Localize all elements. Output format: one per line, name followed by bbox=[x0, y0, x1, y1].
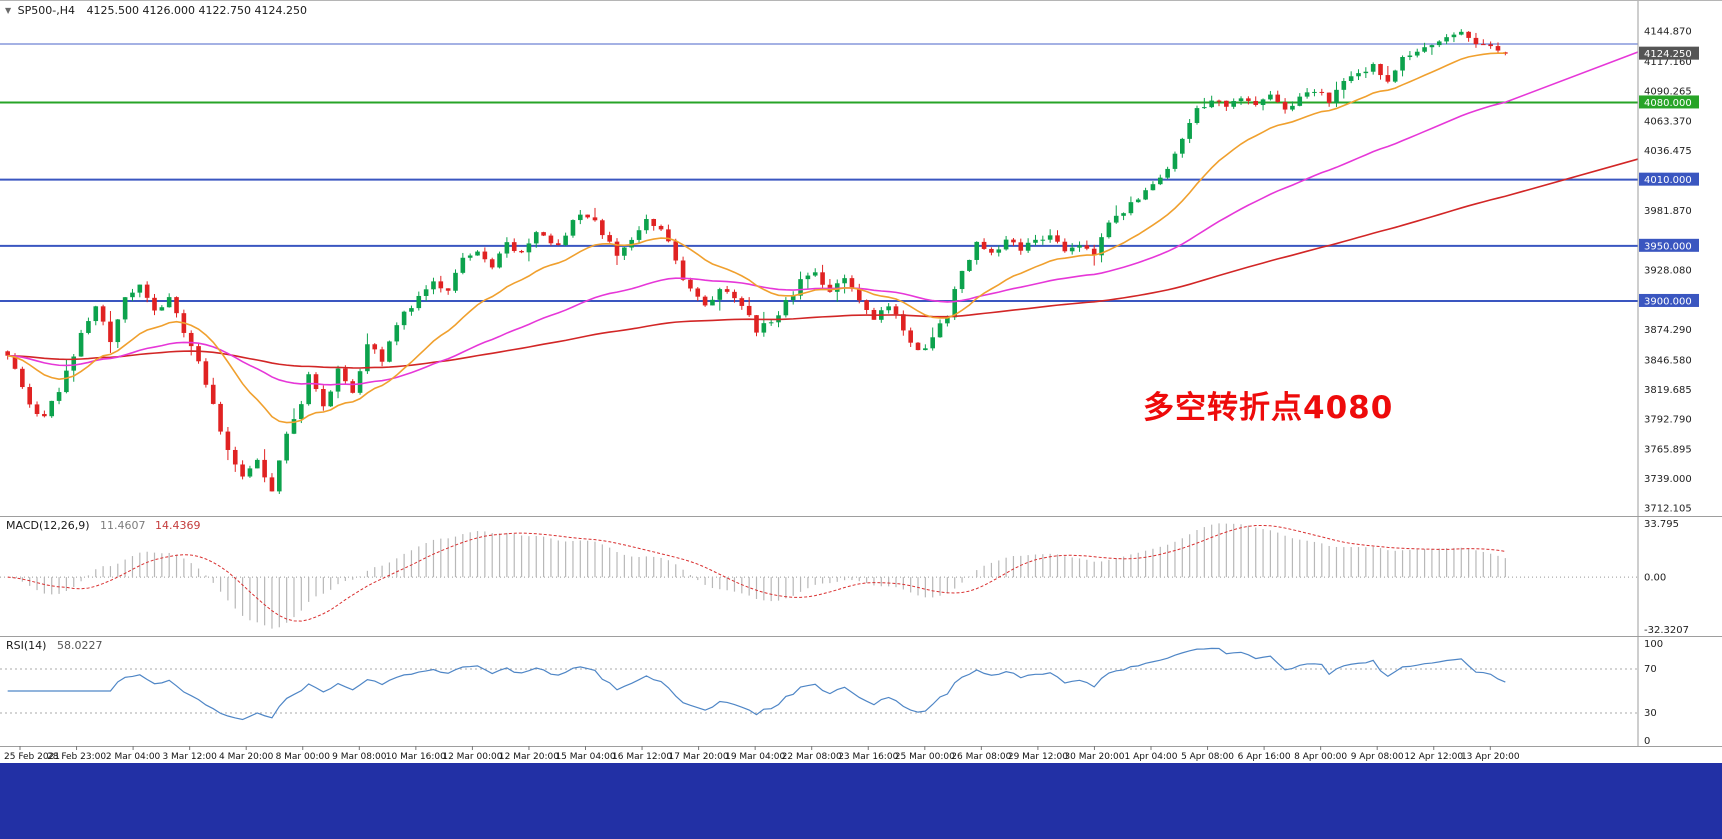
price-axis-label: 3981.870 bbox=[1644, 206, 1692, 217]
macd-signal-value: 14.4369 bbox=[155, 519, 201, 532]
price-axis-label: 4036.475 bbox=[1644, 146, 1692, 157]
time-axis-label: 25 Mar 00:00 bbox=[895, 752, 955, 762]
time-axis-label: 10 Mar 16:00 bbox=[386, 752, 446, 762]
price-axis-label: 3792.790 bbox=[1644, 415, 1692, 426]
chart-canvas[interactable]: 4144.870 4117.160 4090.265 4063.370 4036.475… bbox=[0, 1, 1722, 763]
rsi-name: RSI(14) bbox=[6, 639, 47, 652]
candlestick-series bbox=[5, 29, 1508, 494]
rsi-indicator-label: RSI(14) 58.0227 bbox=[6, 639, 102, 652]
time-axis-label: 8 Apr 00:00 bbox=[1294, 752, 1347, 762]
taskbar bbox=[0, 763, 1722, 839]
macd-scale-label: 33.795 bbox=[1644, 519, 1679, 530]
rsi-scale-label: 70 bbox=[1644, 664, 1657, 675]
price-axis-label: 4117.160 bbox=[1644, 57, 1692, 68]
time-axis-label: 3 Mar 12:00 bbox=[162, 752, 217, 762]
time-axis-label: 9 Apr 08:00 bbox=[1351, 752, 1404, 762]
symbol-marker-icon: ▼ bbox=[5, 6, 12, 15]
macd-signal-line bbox=[7, 524, 1506, 622]
macd-indicator-label: MACD(12,26,9) 11.4607 14.4369 bbox=[6, 519, 201, 532]
price-axis-label: 3765.895 bbox=[1644, 444, 1692, 455]
rsi-value: 58.0227 bbox=[56, 639, 103, 652]
price-badge: 3950.000 bbox=[1644, 241, 1692, 252]
price-badge: 4010.000 bbox=[1644, 175, 1692, 186]
ma-line-fast bbox=[7, 52, 1506, 424]
time-axis-label: 16 Mar 12:00 bbox=[612, 752, 672, 762]
symbol-timeframe-label: SP500-,H4 bbox=[17, 4, 76, 17]
price-axis-label: 4090.265 bbox=[1644, 87, 1692, 98]
price-badge: 4124.250 bbox=[1644, 49, 1692, 60]
time-axis-label: 2 Mar 04:00 bbox=[106, 752, 161, 762]
price-axis-label: 3712.105 bbox=[1644, 504, 1692, 515]
time-axis-label: 15 Mar 04:00 bbox=[555, 752, 615, 762]
price-badge-bg bbox=[1639, 95, 1699, 109]
time-axis-label: 28 Feb 23:00 bbox=[47, 752, 106, 762]
time-axis-label: 5 Apr 08:00 bbox=[1181, 752, 1234, 762]
time-axis-label: 9 Mar 08:00 bbox=[332, 752, 387, 762]
macd-name: MACD(12,26,9) bbox=[6, 519, 90, 532]
time-axis-label: 23 Mar 16:00 bbox=[838, 752, 898, 762]
macd-scale-label: 0.00 bbox=[1644, 573, 1666, 584]
time-axis-label: 29 Mar 12:00 bbox=[1008, 752, 1068, 762]
time-axis-label: 8 Mar 00:00 bbox=[276, 752, 331, 762]
price-badge: 3900.000 bbox=[1644, 296, 1692, 307]
rsi-line bbox=[7, 647, 1506, 721]
price-badge-bg bbox=[1639, 293, 1699, 307]
time-axis-label: 30 Mar 20:00 bbox=[1064, 752, 1124, 762]
time-axis-label: 13 Apr 20:00 bbox=[1461, 752, 1520, 762]
time-axis-label: 19 Mar 04:00 bbox=[725, 752, 785, 762]
macd-main-value: 11.4607 bbox=[100, 519, 146, 532]
price-badge: 4080.000 bbox=[1644, 98, 1692, 109]
price-axis-label: 3928.080 bbox=[1644, 265, 1692, 276]
time-axis-label: 12 Mar 00:00 bbox=[442, 752, 502, 762]
time-axis-label: 12 Apr 12:00 bbox=[1404, 752, 1463, 762]
price-axis-label: 3739.000 bbox=[1644, 474, 1692, 485]
macd-scale-label: -32.3207 bbox=[1644, 625, 1689, 636]
time-axis-label: 25 Feb 2021 bbox=[4, 752, 60, 762]
ma-line-slow bbox=[7, 158, 1639, 369]
price-axis-label: 3819.685 bbox=[1644, 385, 1692, 396]
time-axis-label: 6 Apr 16:00 bbox=[1238, 752, 1291, 762]
rsi-scale-label: 100 bbox=[1644, 639, 1663, 650]
horizontal-level-lines bbox=[0, 43, 1638, 302]
price-axis-label: 3846.580 bbox=[1644, 355, 1692, 366]
price-axis-label: 4144.870 bbox=[1644, 26, 1692, 37]
chart-title: ▼ SP500-,H4 4125.500 4126.000 4122.750 4… bbox=[5, 4, 307, 17]
time-axis-label: 17 Mar 20:00 bbox=[669, 752, 729, 762]
price-badge-bg bbox=[1639, 238, 1699, 252]
rsi-scale-label: 30 bbox=[1644, 708, 1657, 719]
ma-line-medium bbox=[7, 51, 1639, 386]
macd-histogram bbox=[14, 523, 1506, 629]
price-badge-bg bbox=[1639, 46, 1699, 60]
price-axis: 4144.870 4117.160 4090.265 4063.370 4036.475… bbox=[1639, 26, 1699, 515]
rsi-scale-label: 0 bbox=[1644, 736, 1650, 747]
price-badge-bg bbox=[1639, 172, 1699, 186]
price-axis-label: 4063.370 bbox=[1644, 116, 1692, 127]
ohlc-quote-label: 4125.500 4126.000 4122.750 4124.250 bbox=[86, 4, 307, 17]
price-axis-label: 3874.290 bbox=[1644, 325, 1692, 336]
time-axis-label: 26 Mar 08:00 bbox=[951, 752, 1011, 762]
time-axis-label: 1 Apr 04:00 bbox=[1125, 752, 1178, 762]
time-axis-label: 12 Mar 20:00 bbox=[499, 752, 559, 762]
time-axis-label: 4 Mar 20:00 bbox=[219, 752, 274, 762]
chart-annotation-text[interactable]: 多空转折点4080 bbox=[1143, 390, 1394, 426]
time-axis-label: 22 Mar 08:00 bbox=[782, 752, 842, 762]
